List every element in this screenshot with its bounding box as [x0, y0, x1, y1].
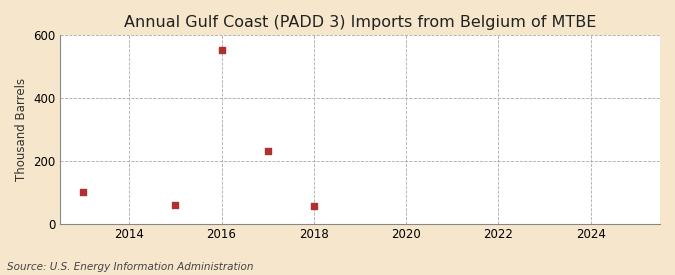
Title: Annual Gulf Coast (PADD 3) Imports from Belgium of MTBE: Annual Gulf Coast (PADD 3) Imports from …	[124, 15, 596, 30]
Point	[308, 204, 319, 208]
Point	[78, 190, 88, 194]
Y-axis label: Thousand Barrels: Thousand Barrels	[15, 78, 28, 181]
Point	[170, 203, 181, 207]
Point	[216, 48, 227, 52]
Point	[263, 149, 273, 154]
Text: Source: U.S. Energy Information Administration: Source: U.S. Energy Information Administ…	[7, 262, 253, 272]
